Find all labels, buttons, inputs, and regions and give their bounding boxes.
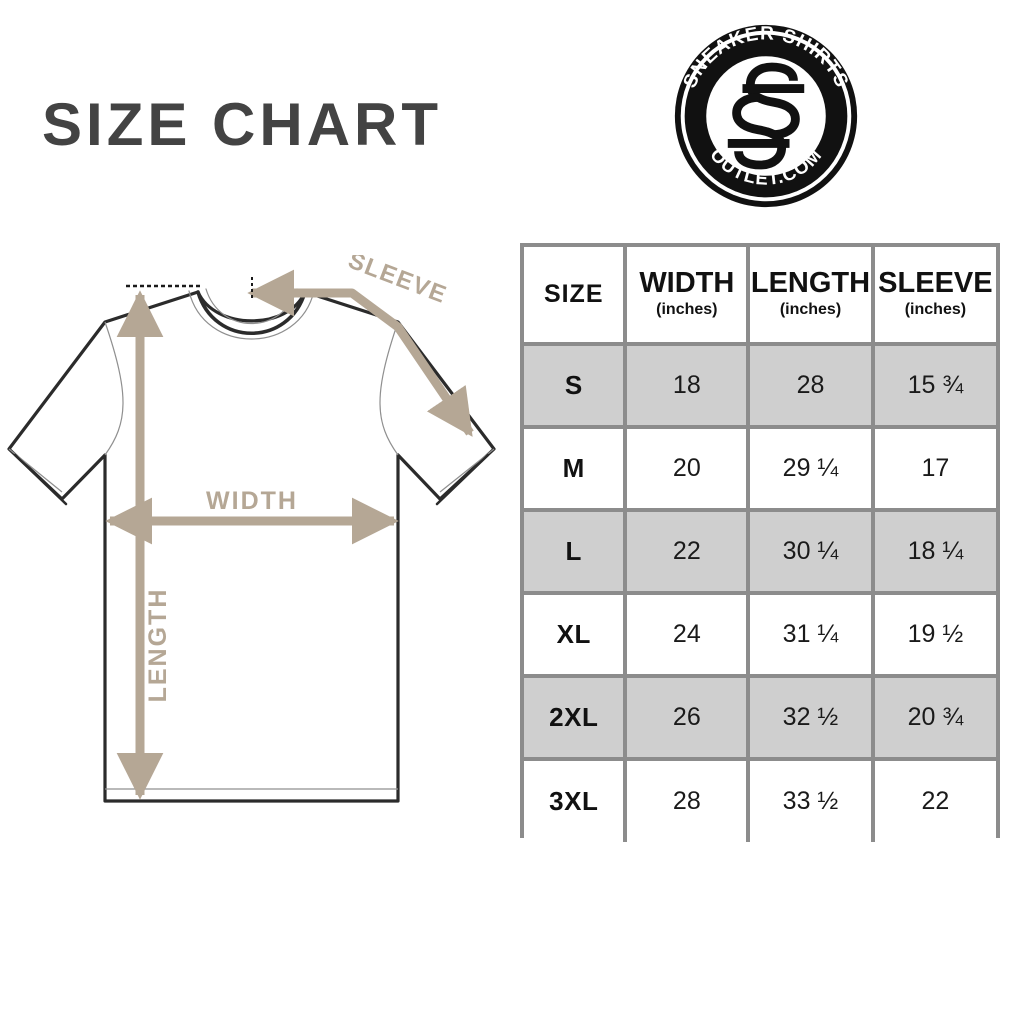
table-row: S 18 28 15 ¾ bbox=[524, 342, 996, 427]
cell-length: 30 ¼ bbox=[746, 508, 873, 593]
table-header-row: SIZE WIDTH (inches) LENGTH (inches) SLEE… bbox=[524, 247, 996, 344]
column-header-sleeve-unit: (inches) bbox=[904, 300, 967, 318]
cell-width: 26 bbox=[623, 674, 749, 759]
cell-size: S bbox=[524, 342, 626, 427]
cell-size: 2XL bbox=[524, 674, 626, 759]
cell-width: 20 bbox=[623, 425, 749, 510]
cell-sleeve: 19 ½ bbox=[870, 591, 996, 676]
cell-size: L bbox=[524, 508, 626, 593]
column-header-length: LENGTH (inches) bbox=[746, 247, 873, 344]
cell-sleeve: 15 ¾ bbox=[870, 342, 996, 427]
column-header-sleeve-label: SLEEVE bbox=[878, 267, 993, 300]
length-label: LENGTH bbox=[144, 588, 172, 703]
sleeve-measure-arrow bbox=[247, 269, 474, 437]
width-label: WIDTH bbox=[206, 487, 298, 515]
column-header-width-unit: (inches) bbox=[656, 300, 718, 318]
cell-sleeve: 17 bbox=[870, 425, 996, 510]
column-header-width: WIDTH (inches) bbox=[623, 247, 749, 344]
cell-width: 22 bbox=[623, 508, 749, 593]
cell-length: 28 bbox=[746, 342, 873, 427]
table-row: XL 24 31 ¼ 19 ½ bbox=[524, 591, 996, 676]
cell-width: 24 bbox=[623, 591, 749, 676]
page-title: SIZE CHART bbox=[42, 91, 442, 158]
cell-length: 32 ½ bbox=[746, 674, 873, 759]
cell-size: XL bbox=[524, 591, 626, 676]
column-header-sleeve: SLEEVE (inches) bbox=[870, 247, 996, 344]
column-header-width-label: WIDTH bbox=[639, 267, 735, 300]
logo-monogram bbox=[727, 62, 805, 170]
tshirt-diagram: SLEEVE WIDTH LENGTH bbox=[0, 255, 512, 855]
table-row: 3XL 28 33 ½ 22 bbox=[524, 757, 996, 842]
cell-length: 29 ¼ bbox=[746, 425, 873, 510]
cell-sleeve: 22 bbox=[870, 757, 996, 842]
column-header-size-label: SIZE bbox=[543, 280, 604, 309]
length-measure-arrow bbox=[116, 284, 200, 800]
cell-size: M bbox=[524, 425, 626, 510]
table-row: L 22 30 ¼ 18 ¼ bbox=[524, 508, 996, 593]
table-row: 2XL 26 32 ½ 20 ¾ bbox=[524, 674, 996, 759]
size-table: SIZE WIDTH (inches) LENGTH (inches) SLEE… bbox=[520, 243, 1000, 842]
column-header-size: SIZE bbox=[524, 247, 626, 344]
table-row: M 20 29 ¼ 17 bbox=[524, 425, 996, 510]
column-header-length-unit: (inches) bbox=[779, 300, 842, 318]
cell-length: 33 ½ bbox=[746, 757, 873, 842]
cell-sleeve: 20 ¾ bbox=[870, 674, 996, 759]
cell-size: 3XL bbox=[524, 757, 626, 842]
cell-width: 28 bbox=[623, 757, 749, 842]
cell-length: 31 ¼ bbox=[746, 591, 873, 676]
column-header-length-label: LENGTH bbox=[750, 267, 871, 300]
cell-width: 18 bbox=[623, 342, 749, 427]
brand-logo: SNEAKER SHIRTS OUTLET.COM bbox=[668, 18, 864, 214]
cell-sleeve: 18 ¼ bbox=[870, 508, 996, 593]
sleeve-cuffs bbox=[13, 453, 490, 506]
